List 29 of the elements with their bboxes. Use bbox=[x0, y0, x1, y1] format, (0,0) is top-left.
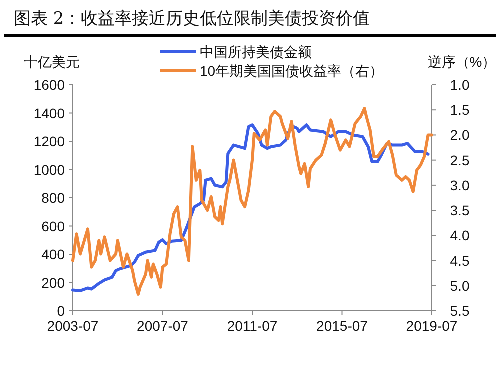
x-tick-label: 2011-07 bbox=[227, 318, 278, 334]
y2-tick-label: 1.5 bbox=[450, 102, 470, 118]
y2-tick-label: 2.0 bbox=[450, 127, 470, 144]
y-tick-label: 600 bbox=[42, 218, 66, 234]
y-tick-label: 200 bbox=[42, 274, 66, 291]
y-axis-title: 十亿美元 bbox=[24, 54, 80, 70]
x-tick-label: 2003-07 bbox=[47, 318, 99, 334]
y-tick-label: 1200 bbox=[34, 134, 66, 150]
y2-tick-label: 2.5 bbox=[450, 152, 470, 168]
y-tick-label: 0 bbox=[57, 303, 66, 319]
legend-label: 10年期美国国债收益率（右） bbox=[200, 63, 384, 79]
x-tick-label: 2015-07 bbox=[316, 318, 368, 334]
y-tick-label: 800 bbox=[42, 190, 66, 206]
y-tick-label: 1400 bbox=[34, 105, 66, 122]
y2-axis-title: 逆序（%） bbox=[428, 54, 496, 70]
y-tick-label: 1000 bbox=[34, 162, 66, 178]
y-tick-label: 400 bbox=[42, 246, 66, 262]
chart-title: 图表 2：收益率接近历史低位限制美债投资价值 bbox=[14, 9, 370, 29]
y2-tick-label: 5.5 bbox=[450, 303, 470, 319]
y2-tick-label: 3.0 bbox=[450, 177, 470, 194]
y2-tick-label: 4.0 bbox=[450, 228, 470, 244]
y2-tick-label: 4.5 bbox=[450, 252, 470, 269]
y2-tick-label: 3.5 bbox=[450, 202, 470, 219]
y2-tick-label: 5.0 bbox=[450, 278, 470, 294]
y-tick-label: 1600 bbox=[34, 77, 66, 93]
x-tick-label: 2019-07 bbox=[406, 318, 458, 334]
y2-tick-label: 1.0 bbox=[450, 77, 470, 93]
legend-label: 中国所持美债金额 bbox=[200, 44, 312, 60]
x-tick-label: 2007-07 bbox=[137, 318, 189, 334]
